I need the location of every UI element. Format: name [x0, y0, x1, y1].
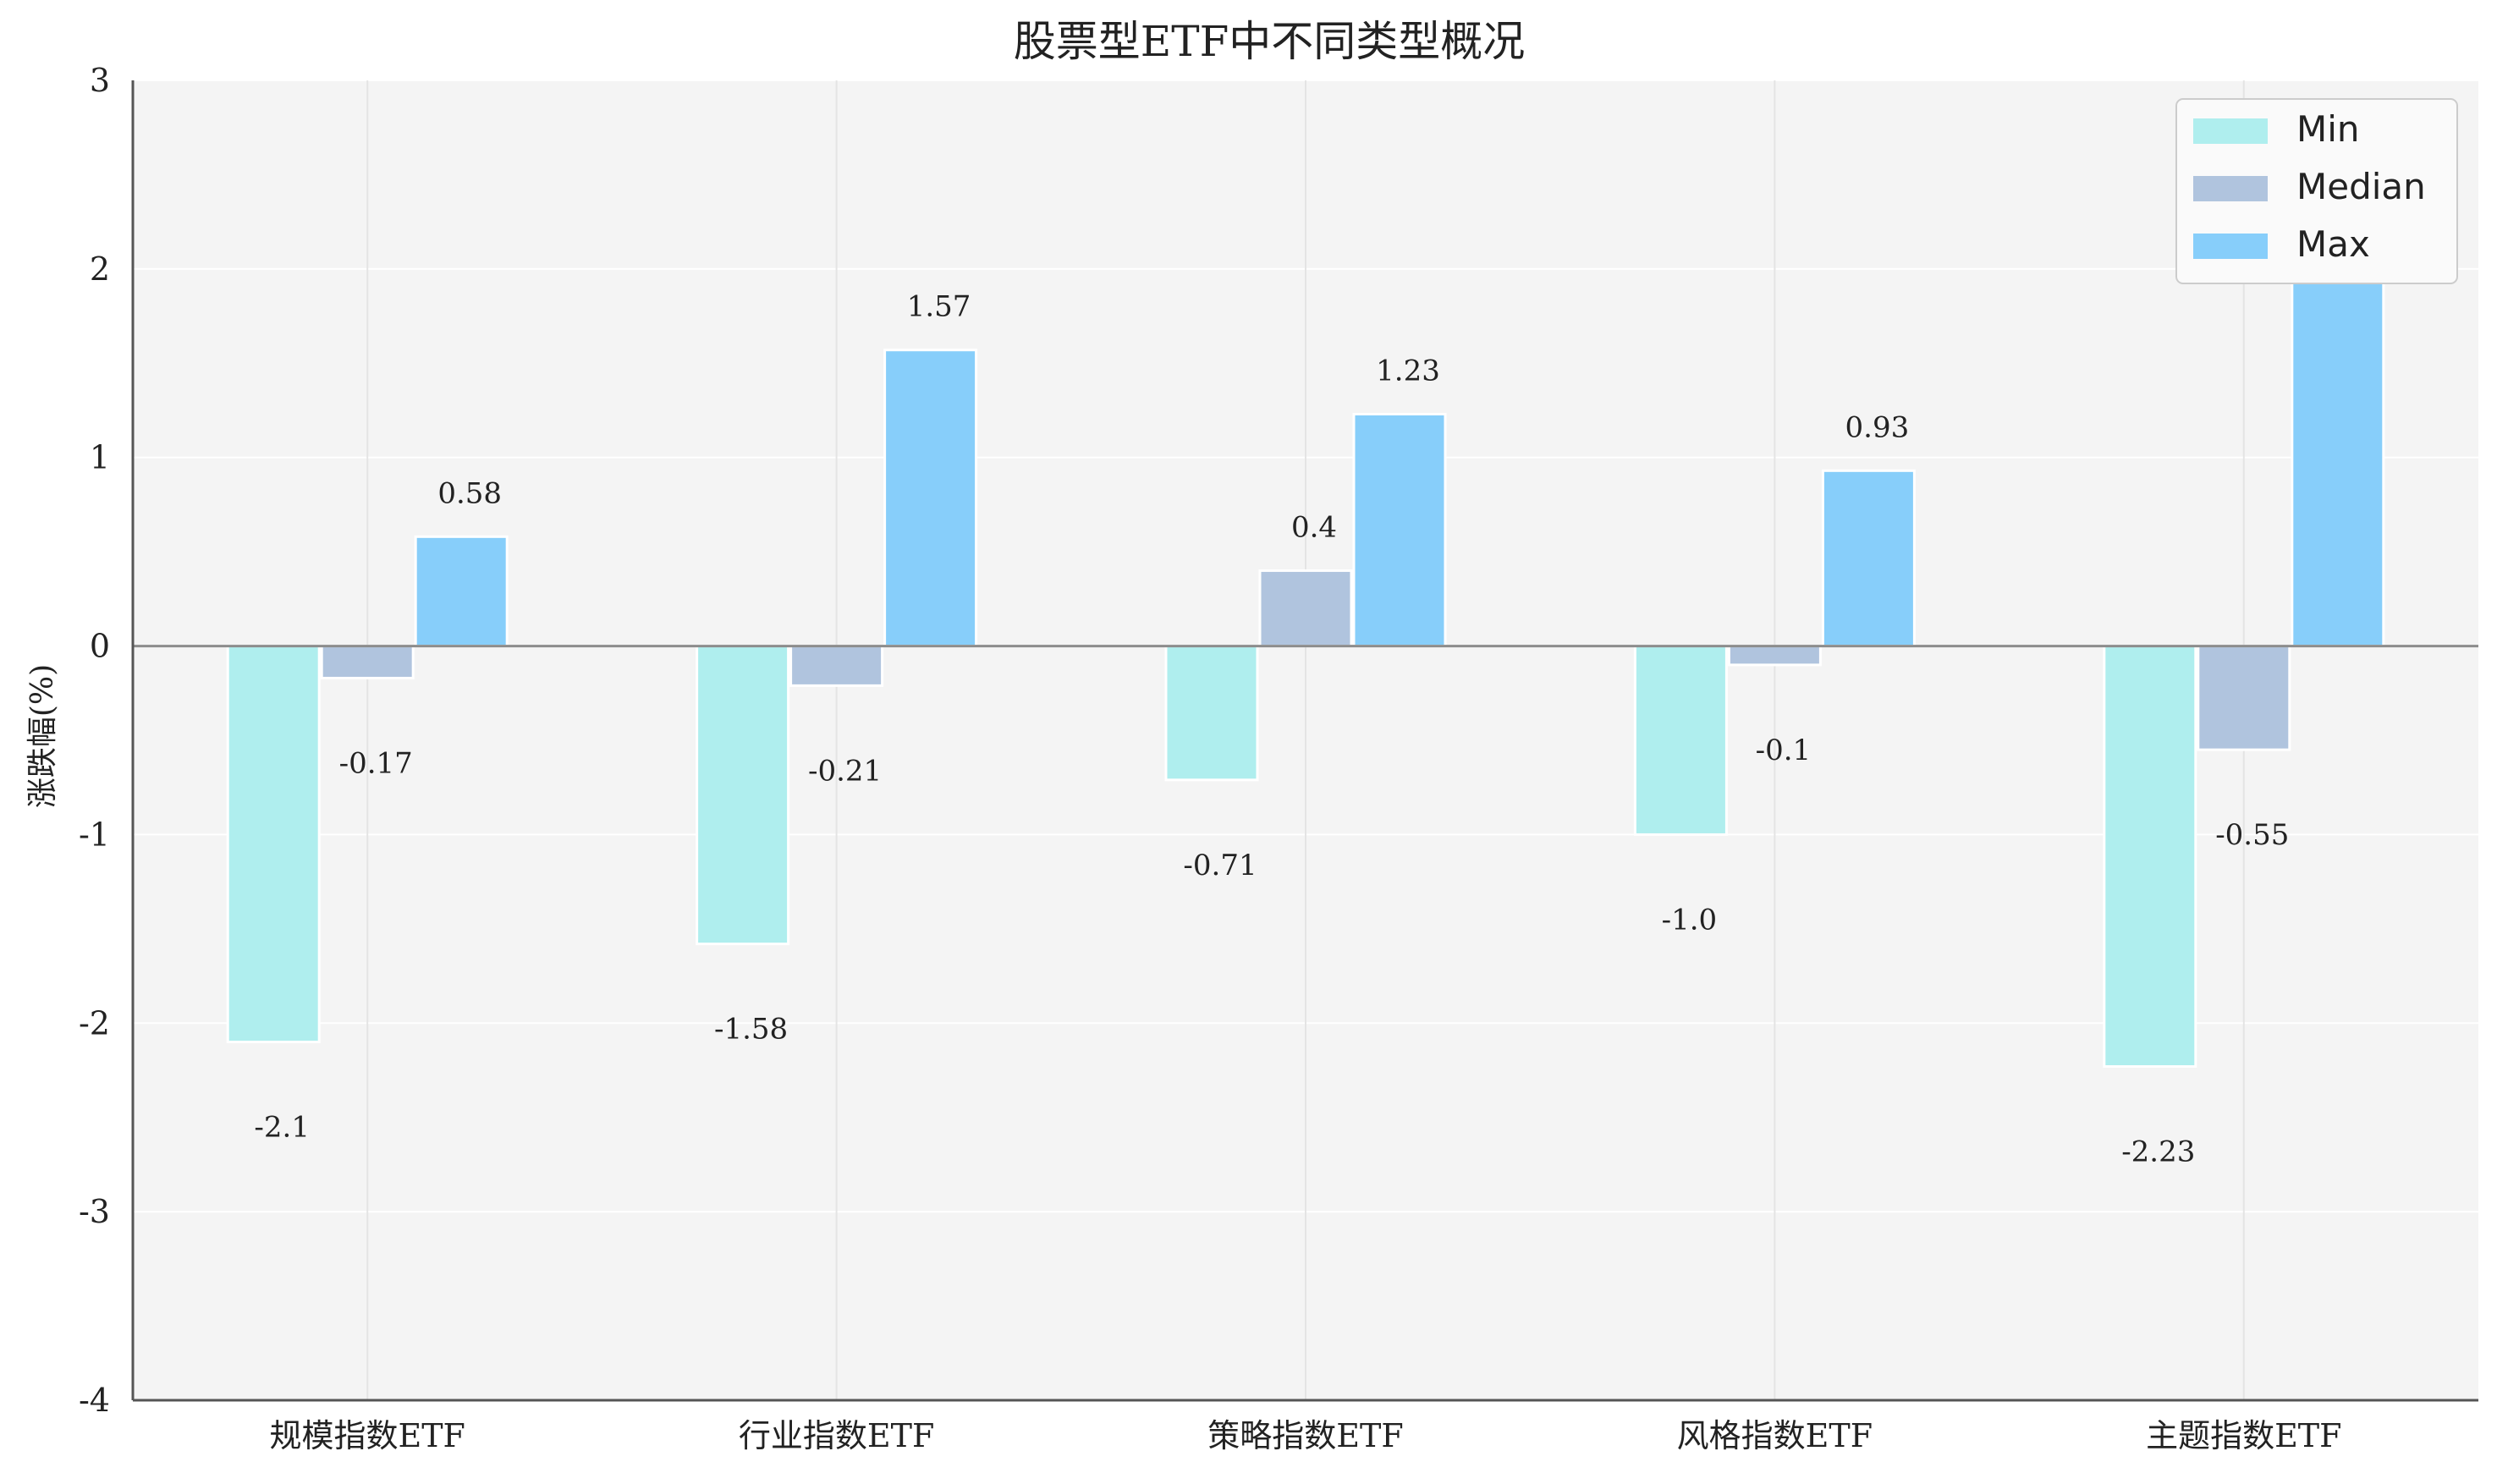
x-tick-labels: 规模指数ETF 行业指数ETF 策略指数ETF 风格指数ETF 主题指数ETF: [269, 1417, 2341, 1454]
data-label: -1.0: [1662, 903, 1718, 937]
y-tick-label: 0: [90, 628, 110, 665]
y-tick-label: 2: [90, 250, 110, 288]
bar-min: [1633, 645, 1728, 836]
bar-min: [696, 645, 790, 946]
bar-median: [320, 645, 415, 679]
bar-median: [2197, 645, 2291, 751]
data-label: -0.21: [808, 754, 882, 788]
data-label: 1.23: [1376, 354, 1440, 387]
data-labels: -2.1 -0.17 0.58 -1.58 -0.21 1.57 -0.71 0.4 1.23 -…: [254, 220, 2378, 1168]
legend-label: Min: [2296, 108, 2360, 150]
bar-min: [1164, 645, 1259, 782]
data-label: -0.55: [2215, 818, 2289, 852]
legend-swatch: [2193, 118, 2268, 144]
data-label: 0.93: [1845, 410, 1910, 444]
y-axis-label: 涨跌幅(%): [25, 664, 60, 808]
legend-swatch: [2193, 176, 2268, 201]
legend-label: Max: [2296, 223, 2370, 265]
y-tick-label: -3: [79, 1193, 110, 1230]
legend-swatch: [2193, 234, 2268, 259]
data-label: 0.58: [437, 476, 502, 510]
y-tick-label: 3: [90, 62, 110, 99]
data-label: -0.1: [1756, 734, 1812, 767]
bar-max: [2291, 278, 2385, 648]
data-label: -1.58: [714, 1013, 788, 1047]
x-tick-label: 风格指数ETF: [1677, 1417, 1873, 1454]
y-tick-label: -2: [79, 1004, 110, 1042]
bar-max: [414, 535, 509, 648]
y-tick-label: -4: [79, 1382, 110, 1419]
y-tick-label: -1: [79, 816, 110, 853]
x-tick-label: 规模指数ETF: [269, 1417, 465, 1454]
legend: Min Median Max: [2175, 98, 2458, 284]
legend-label: Median: [2296, 166, 2426, 207]
x-tick-label: 主题指数ETF: [2146, 1417, 2341, 1454]
y-tick-label: 1: [90, 439, 110, 476]
x-tick-label: 策略指数ETF: [1207, 1417, 1403, 1454]
y-tick-labels: 3 2 1 0 -1 -2 -3 -4: [79, 62, 110, 1419]
bar-min: [2103, 645, 2197, 1069]
x-tick-label: 行业指数ETF: [739, 1417, 934, 1454]
bar-max: [1352, 412, 1447, 648]
bar-median: [1727, 645, 1822, 667]
axes: [131, 80, 2478, 1402]
data-label: 1.57: [907, 290, 971, 324]
data-label: 0.4: [1291, 510, 1337, 544]
bar-min: [226, 645, 321, 1044]
bar-max: [1821, 469, 1916, 648]
data-label: -0.71: [1183, 849, 1257, 882]
bar-median: [1258, 569, 1353, 648]
data-label: -2.23: [2121, 1135, 2195, 1169]
data-label: -2.1: [254, 1111, 310, 1145]
bars: [226, 278, 2385, 1069]
chart-title: 股票型ETF中不同类型概况: [1014, 17, 1526, 66]
bar-max: [883, 349, 978, 648]
bar-median: [789, 645, 884, 687]
data-label: -0.17: [339, 746, 413, 780]
